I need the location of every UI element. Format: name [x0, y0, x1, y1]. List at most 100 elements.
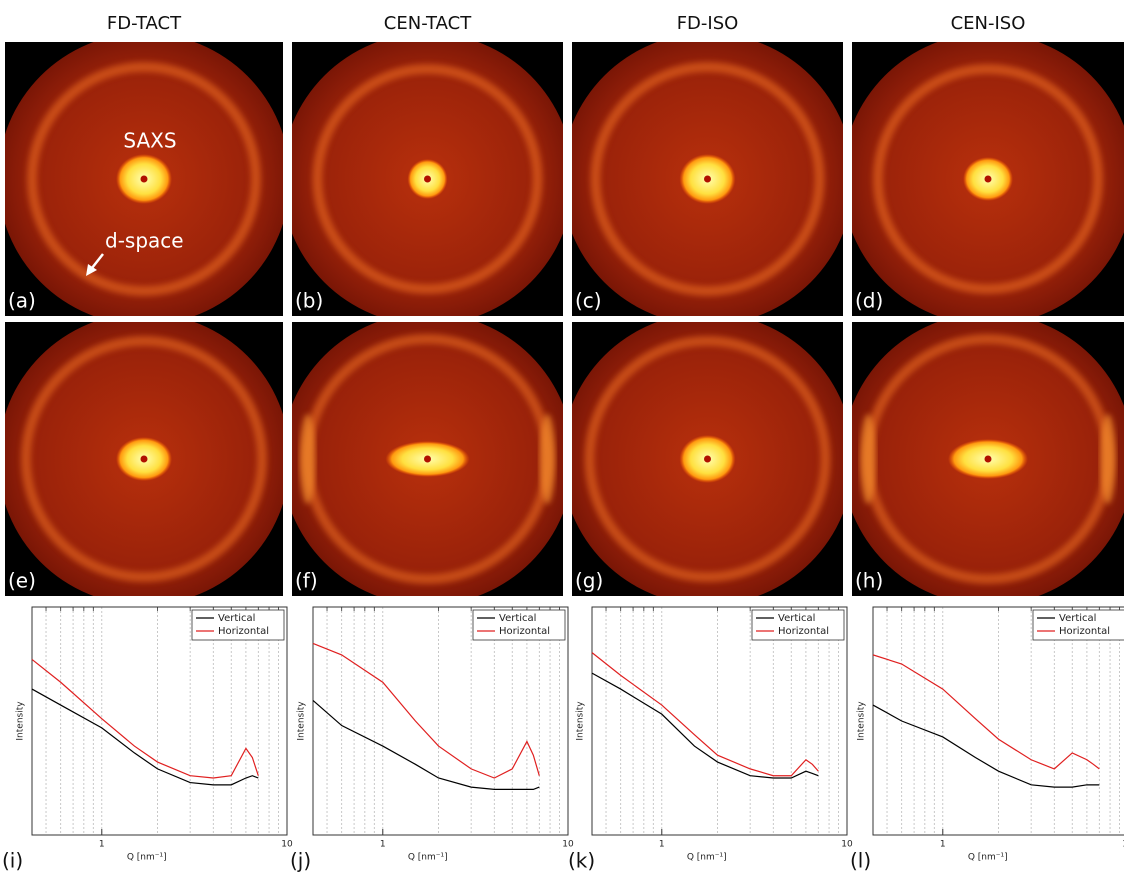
panel-label: (f) [295, 569, 318, 593]
diffraction-image: (e) [5, 322, 283, 596]
image-content [852, 322, 1124, 596]
legend-label: Vertical [778, 613, 815, 624]
legend-label: Horizontal [499, 626, 550, 637]
legend-box [1032, 609, 1124, 641]
panel-label: (b) [295, 289, 323, 313]
legend-label: Horizontal [218, 626, 269, 637]
diffraction-image: (a) [5, 42, 283, 316]
diffraction-image: (f) [292, 322, 563, 596]
x-axis-label: Q [nm⁻¹] [408, 853, 448, 863]
plot-frame [591, 606, 848, 836]
y-axis-label: Intensity [297, 701, 307, 741]
image-content [5, 322, 283, 596]
line-chart: 1 10 Q [nm⁻¹] Intensity Vertical Horizontal (k… [568, 606, 853, 873]
image-content [852, 42, 1124, 316]
image-content [572, 322, 843, 596]
diffraction-ring [312, 64, 543, 294]
diffraction-image: (h) [852, 322, 1124, 596]
diffraction-image: (c) [572, 42, 843, 316]
image-content [572, 42, 843, 316]
data-line [312, 642, 540, 779]
plot-frame [872, 606, 1124, 836]
x-axis-label: Q [nm⁻¹] [968, 853, 1008, 863]
legend-label: Vertical [218, 613, 255, 624]
legend-box [472, 609, 566, 641]
beam-stop [424, 455, 431, 463]
line-chart: 1 10 Q [nm⁻¹] Intensity Vertical Horizontal (l… [850, 606, 1124, 873]
legend-label: Horizontal [1059, 626, 1110, 637]
x-tick-label: 1 [659, 840, 665, 850]
ring-arc [299, 414, 316, 504]
beam-stop [984, 455, 992, 463]
diffraction-image: (g) [572, 322, 843, 596]
x-tick-label: 10 [562, 840, 574, 850]
panel-label: (d) [855, 289, 883, 313]
x-axis-label: Q [nm⁻¹] [687, 853, 727, 863]
beam-stop [140, 455, 148, 463]
x-tick-label: 10 [281, 840, 293, 850]
beam-stop [704, 455, 711, 463]
plot-frame [312, 606, 569, 836]
y-axis-label: Intensity [857, 701, 867, 741]
legend-label: Vertical [499, 613, 536, 624]
column-title: FD-ISO [677, 13, 739, 34]
panel-label: (e) [8, 569, 36, 593]
x-tick-label: 10 [841, 840, 853, 850]
diffraction-ring [873, 64, 1103, 294]
image-content [292, 322, 563, 596]
ring-arc [860, 414, 876, 504]
diffraction-ring [21, 336, 267, 582]
legend-box [191, 609, 285, 641]
annotation: d-space [105, 229, 184, 253]
ring-arc [539, 414, 556, 504]
data-line [591, 652, 819, 777]
diffraction-image: (d) [852, 42, 1124, 316]
y-axis-label: Intensity [576, 701, 586, 741]
diffraction-ring [590, 62, 825, 296]
data-line [872, 654, 1100, 770]
x-tick-label: 1 [940, 840, 946, 850]
diffraction-ring [27, 62, 261, 296]
data-line [591, 672, 819, 779]
column-title: CEN-ISO [951, 13, 1026, 34]
beam-stop [140, 175, 148, 183]
data-line [872, 704, 1100, 788]
panel-label: (j) [290, 849, 311, 873]
column-title: CEN-TACT [384, 13, 472, 34]
image-content [292, 42, 563, 316]
image-content [5, 42, 283, 316]
legend-label: Vertical [1059, 613, 1096, 624]
x-tick-label: 10 [1122, 840, 1124, 850]
beam-stop [424, 175, 431, 183]
line-chart: 1 10 Q [nm⁻¹] Intensity Vertical Horizontal (j… [290, 606, 574, 873]
legend-box [751, 609, 845, 641]
diffraction-image: (b) [292, 42, 563, 316]
beam-stop [984, 175, 992, 183]
data-line [31, 688, 259, 786]
annotation: SAXS [123, 129, 176, 153]
line-chart: 1 10 Q [nm⁻¹] Intensity Vertical Horizontal (i… [2, 606, 293, 873]
data-line [312, 700, 540, 790]
y-axis-label: Intensity [16, 701, 26, 741]
x-axis-label: Q [nm⁻¹] [127, 853, 167, 863]
data-line [31, 658, 259, 779]
ring-arc [1100, 414, 1116, 504]
panel-label: (a) [8, 289, 36, 313]
panel-label: (c) [575, 289, 602, 313]
panel-label: (k) [568, 849, 595, 873]
panel-label: (i) [2, 849, 23, 873]
panel-label: (l) [850, 849, 871, 873]
legend-label: Horizontal [778, 626, 829, 637]
beam-stop [704, 175, 711, 183]
annotation-arrow [91, 253, 104, 269]
annotation-arrowhead [86, 264, 97, 276]
column-title: FD-TACT [107, 13, 182, 34]
panel-label: (h) [855, 569, 883, 593]
plot-frame [31, 606, 288, 836]
x-tick-label: 1 [380, 840, 386, 850]
panel-label: (g) [575, 569, 603, 593]
x-tick-label: 1 [99, 840, 105, 850]
diffraction-ring [584, 336, 831, 582]
